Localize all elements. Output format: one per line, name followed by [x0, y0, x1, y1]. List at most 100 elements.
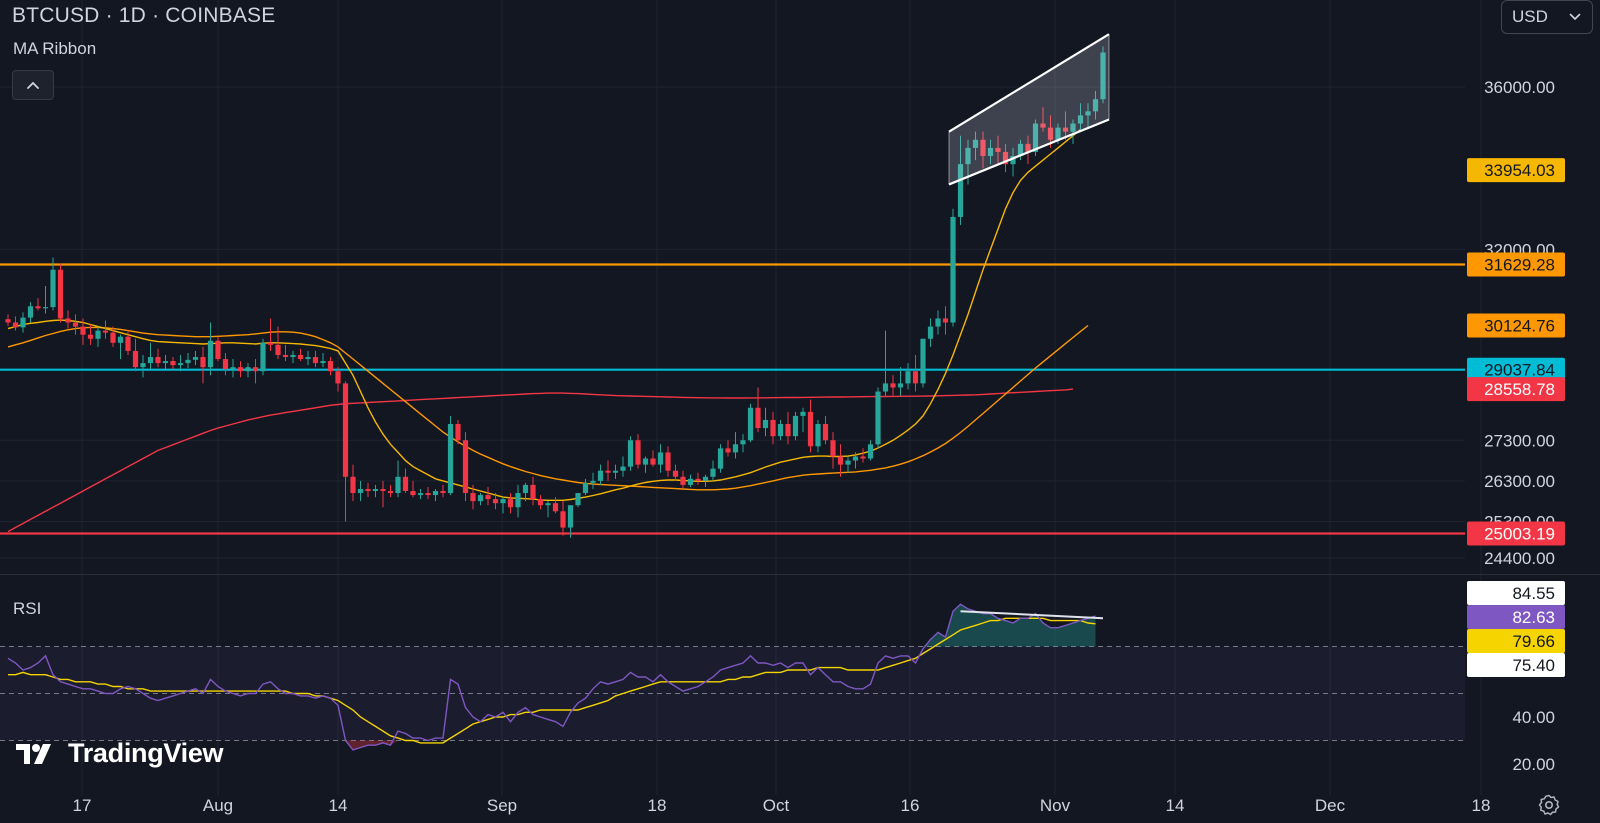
horizontal-levels[interactable] — [0, 263, 1465, 535]
candle-body — [1002, 151, 1009, 165]
candle-body — [117, 336, 124, 343]
candle-body — [627, 440, 634, 467]
parallel-channel-drawing[interactable] — [948, 33, 1110, 186]
candle-body — [387, 491, 394, 494]
candle-body — [522, 484, 529, 494]
price-label-box — [1467, 158, 1565, 183]
tradingview-logo[interactable]: TradingView — [16, 738, 224, 769]
candle-body — [762, 419, 769, 429]
candle — [792, 411, 799, 441]
time-tick-label: 17 — [73, 796, 92, 815]
candle-body — [740, 440, 746, 445]
indicator-legend-ma-ribbon[interactable]: MA Ribbon — [13, 39, 97, 58]
price-label-box — [1467, 377, 1565, 402]
candle — [747, 403, 754, 443]
ma-ribbon-lines — [7, 128, 1089, 533]
candle-body — [252, 367, 259, 372]
collapse-legend-button[interactable] — [12, 70, 54, 100]
candle-body — [687, 478, 694, 485]
candle-body — [470, 493, 476, 502]
channel-lower-line[interactable] — [948, 118, 1110, 186]
candle — [72, 314, 79, 335]
candle-body — [275, 344, 281, 355]
candle-body — [192, 357, 199, 360]
candle — [35, 298, 41, 311]
chevron-up-icon — [27, 81, 39, 89]
time-tick-label: Dec — [1315, 796, 1346, 815]
candle — [545, 501, 551, 518]
rsi-panel[interactable] — [0, 603, 1465, 751]
candle — [935, 310, 941, 335]
candle — [687, 474, 694, 487]
price-panel[interactable] — [0, 33, 1465, 538]
candle-body — [605, 470, 611, 473]
candle — [1070, 119, 1076, 144]
settings-gear-icon[interactable] — [1537, 793, 1561, 817]
time-axis[interactable]: 17 Aug 14 Sep 18 Oct 16 Nov 14 Dec 18 — [73, 796, 1491, 815]
rsi-indicator-label[interactable]: RSI — [13, 599, 42, 618]
time-tick-label: 14 — [1166, 796, 1185, 815]
candle-body — [237, 367, 244, 372]
symbol-title[interactable]: BTCUSD · 1D · COINBASE — [12, 4, 276, 27]
candle-body — [410, 491, 416, 496]
candle — [650, 450, 656, 467]
candle-body — [267, 342, 274, 345]
candle — [800, 407, 806, 433]
candle-body — [132, 350, 139, 368]
candle-body — [50, 269, 56, 308]
time-tick-label: Sep — [487, 796, 517, 815]
candle — [447, 415, 454, 496]
candle — [717, 444, 724, 473]
candle — [830, 432, 836, 469]
candle-body — [905, 371, 911, 384]
candle — [1100, 46, 1106, 104]
candle-body — [1092, 99, 1099, 112]
candle — [222, 352, 229, 376]
candle-body — [897, 383, 904, 388]
candle — [462, 432, 469, 502]
candle-body — [222, 359, 229, 370]
candle-body — [305, 357, 311, 360]
candle — [860, 448, 866, 463]
candle — [207, 322, 214, 376]
candle-body — [515, 493, 521, 508]
candle-body — [1025, 143, 1031, 152]
candle-body — [672, 470, 679, 477]
candle-body — [402, 476, 409, 492]
candle-body — [830, 440, 836, 457]
candle-body — [792, 415, 799, 437]
ma-fast-line — [7, 128, 1081, 501]
candle — [867, 440, 874, 461]
price-label-text: 33954.03 — [1484, 161, 1555, 180]
candle-body — [1040, 123, 1046, 128]
candle — [42, 285, 49, 314]
candle — [200, 346, 206, 384]
candle-body — [642, 458, 649, 465]
rsi-axis[interactable]: 40.00 20.00 84.55 82.63 79.66 75.40 — [1467, 581, 1565, 774]
rsi-divergence-line[interactable] — [960, 610, 1104, 620]
candle — [1077, 103, 1084, 132]
candle — [710, 460, 716, 481]
candle — [177, 354, 184, 372]
candle — [297, 348, 304, 362]
candle-body — [162, 361, 169, 364]
rsi-tick-label: 40.00 — [1512, 708, 1555, 727]
candle-body — [170, 361, 176, 366]
candle — [185, 352, 191, 368]
candle-body — [657, 452, 664, 465]
candle-body — [530, 484, 536, 500]
price-label-box — [1467, 313, 1565, 338]
candle-body — [395, 476, 401, 494]
currency-select[interactable]: USD — [1501, 0, 1593, 34]
candle — [950, 208, 956, 327]
candle — [282, 344, 289, 362]
price-label-text: 25003.19 — [1484, 525, 1555, 544]
channel-upper-line[interactable] — [948, 33, 1110, 133]
candle — [612, 464, 619, 479]
candle — [1040, 107, 1046, 132]
candle — [342, 381, 349, 522]
candle — [582, 478, 589, 496]
candle-body — [890, 383, 896, 388]
candle-body — [920, 338, 926, 384]
